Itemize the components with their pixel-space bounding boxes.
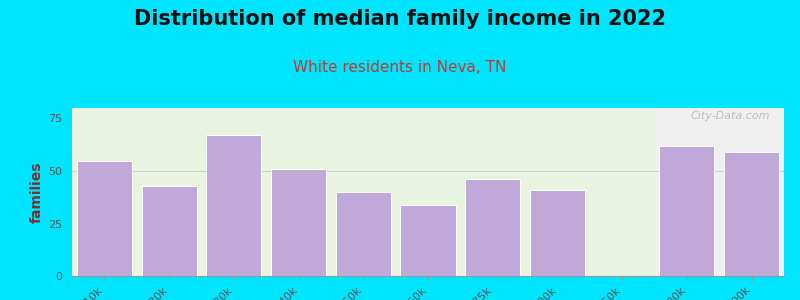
- Bar: [724, 152, 779, 276]
- Bar: [466, 179, 520, 276]
- Y-axis label: families: families: [30, 161, 44, 223]
- Bar: [206, 135, 262, 276]
- Bar: [271, 169, 326, 276]
- Text: Distribution of median family income in 2022: Distribution of median family income in …: [134, 9, 666, 29]
- Bar: [659, 146, 714, 276]
- Bar: [654, 108, 784, 276]
- Bar: [530, 190, 585, 276]
- Bar: [142, 186, 197, 276]
- Text: City-Data.com: City-Data.com: [690, 111, 770, 122]
- Bar: [336, 192, 390, 276]
- Bar: [72, 108, 654, 276]
- Bar: [77, 160, 132, 276]
- Bar: [401, 205, 455, 276]
- Text: White residents in Neva, TN: White residents in Neva, TN: [294, 60, 506, 75]
